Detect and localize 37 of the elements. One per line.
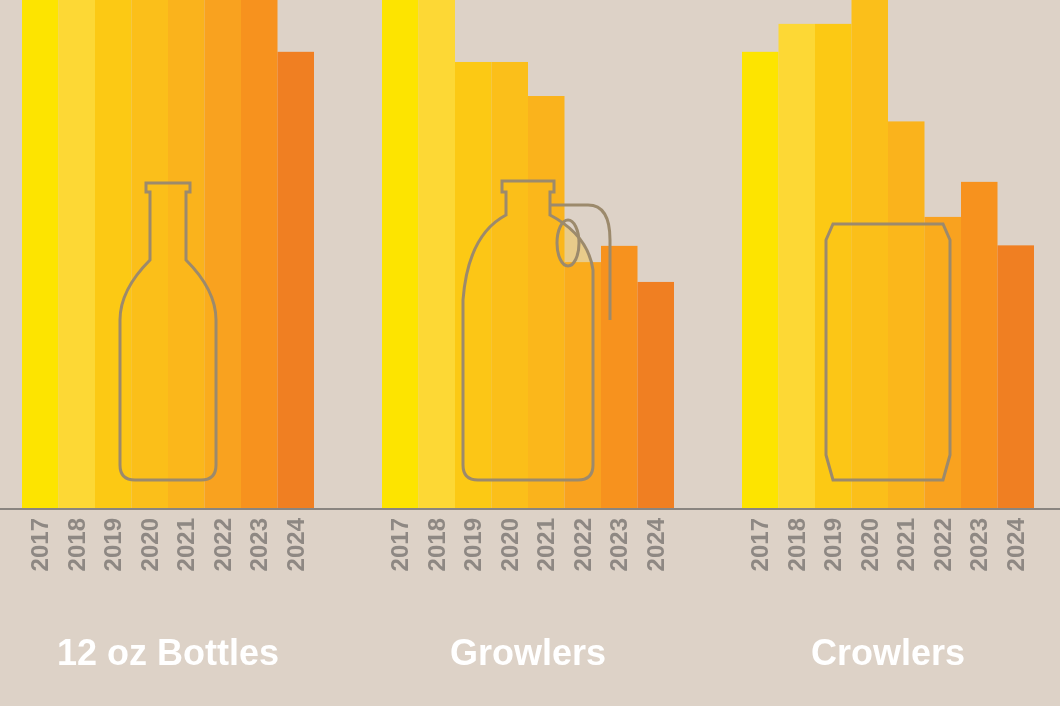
x-tick-label: 2018 (782, 518, 810, 572)
bar (601, 245, 638, 508)
x-tick-label: 2017 (746, 518, 774, 572)
x-tick-label: 2022 (928, 518, 956, 572)
x-tick-label: 2017 (386, 518, 414, 572)
x-tick-label: 2018 (422, 518, 450, 572)
x-tick-label: 2018 (62, 518, 90, 572)
x-tick-label: 2024 (641, 517, 669, 572)
bar (564, 262, 601, 508)
x-axis-title: Crowlers (810, 632, 966, 673)
bar (637, 281, 674, 508)
x-tick-label: 2019 (99, 518, 127, 572)
x-tick-label: 2021 (892, 518, 920, 572)
x-tick-label: 2020 (135, 518, 163, 572)
x-tick-label: 2022 (208, 518, 236, 572)
x-tick-label: 2022 (568, 518, 596, 572)
x-axis-title: 12 oz Bottles (56, 632, 280, 673)
x-tick-label: 2021 (172, 518, 200, 572)
x-tick-label: 2017 (26, 518, 54, 572)
x-tick-label: 2023 (245, 518, 273, 572)
bar (382, 0, 419, 508)
bar (418, 0, 455, 508)
x-tick-label: 2024 (1001, 517, 1029, 572)
x-tick-label: 2023 (605, 518, 633, 572)
x-tick-label: 2020 (855, 518, 883, 572)
x-tick-label: 2019 (819, 518, 847, 572)
x-tick-label: 2021 (532, 518, 560, 572)
x-axis-title: Growlers (449, 632, 607, 673)
bar (961, 181, 998, 508)
x-tick-label: 2019 (459, 518, 487, 572)
bar (924, 216, 961, 508)
bar (997, 245, 1034, 508)
bar (778, 23, 815, 508)
x-tick-label: 2024 (281, 517, 309, 572)
x-tick-label: 2020 (495, 518, 523, 572)
bar (742, 51, 779, 508)
x-tick-label: 2023 (965, 518, 993, 572)
